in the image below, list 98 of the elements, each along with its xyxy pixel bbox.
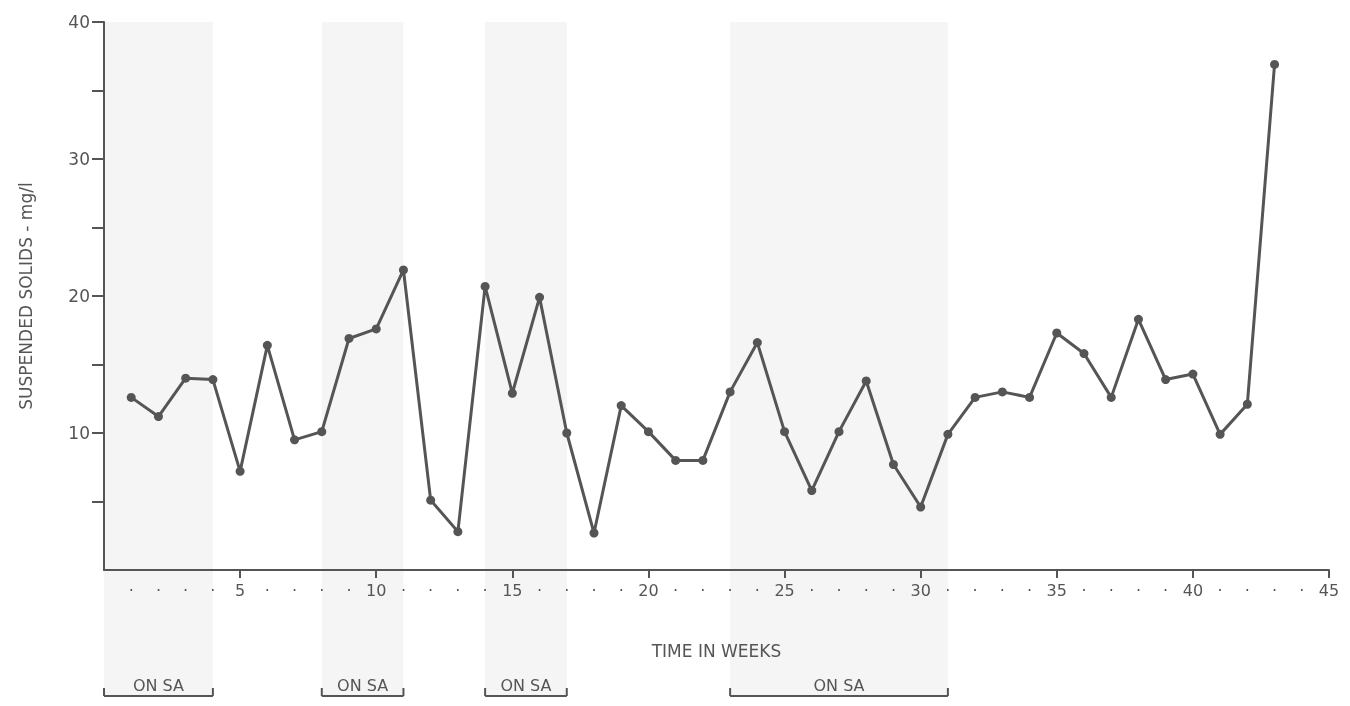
point (943, 429, 953, 439)
point (535, 292, 545, 302)
y-tick-label: 40 (68, 12, 90, 32)
point (426, 495, 436, 505)
point (1242, 399, 1252, 409)
x-tick-label: · (863, 580, 869, 600)
band-label: ON SA (337, 675, 389, 695)
x-tick-label: 15 (502, 580, 523, 600)
x-tick-label: · (1027, 580, 1033, 600)
point (643, 427, 653, 437)
x-tick-label: 5 (235, 580, 246, 600)
point (453, 527, 463, 537)
x-tick-label: 40 (1182, 580, 1204, 600)
x-tick-label: · (809, 580, 815, 600)
x-tick-label: · (400, 580, 406, 600)
point (698, 455, 708, 465)
x-tick-label: · (700, 580, 706, 600)
x-tick-label: · (210, 580, 216, 600)
x-tick-label: · (618, 580, 624, 600)
point (1270, 59, 1280, 69)
x-tick-label: · (1081, 580, 1087, 600)
y-tick-label: 10 (68, 423, 90, 443)
point (1188, 369, 1198, 379)
band-label: ON SA (813, 675, 865, 695)
point (235, 466, 245, 476)
band-label: ON SA (132, 675, 185, 695)
x-tick-label: · (754, 580, 760, 600)
x-tick-label: 35 (1046, 580, 1067, 600)
point (807, 486, 817, 496)
x-tick-label: · (264, 580, 270, 600)
x-tick-label: · (999, 580, 1005, 600)
y-axis-title: SUSPENDED SOLIDS - mg/l (15, 182, 36, 410)
x-tick-label: · (537, 580, 543, 600)
point (916, 502, 926, 512)
point (344, 333, 354, 343)
x-tick-label: 20 (638, 580, 659, 600)
point (181, 373, 191, 383)
x-tick-label: · (945, 580, 951, 600)
x-tick-label: · (292, 580, 298, 600)
x-tick-label: · (128, 580, 134, 600)
point (888, 460, 898, 470)
x-tick-label: · (183, 580, 189, 600)
point (1133, 314, 1143, 324)
point (752, 338, 762, 348)
point (1106, 392, 1116, 402)
x-tick-label: 45 (1318, 580, 1340, 600)
point (290, 435, 300, 445)
x-tick-label: · (727, 580, 733, 600)
band-label: ON SA (500, 675, 552, 695)
point (1025, 392, 1035, 402)
point (317, 427, 327, 437)
point (262, 340, 272, 350)
x-axis-title: TIME IN WEEKS (650, 640, 782, 661)
point (1161, 375, 1171, 385)
x-tick-label: · (1163, 580, 1169, 600)
x-tick-label: 30 (910, 580, 931, 600)
point (725, 387, 735, 397)
x-tick-label: · (1244, 580, 1250, 600)
point (153, 412, 163, 422)
x-tick-label: · (155, 580, 161, 600)
x-tick-label: · (972, 580, 978, 600)
point (861, 376, 871, 386)
x-tick-label: · (890, 580, 896, 600)
point (970, 392, 980, 402)
point (997, 387, 1007, 397)
point (834, 427, 844, 437)
point (589, 528, 599, 538)
x-tick-label: · (1299, 580, 1305, 600)
x-tick-label: 25 (774, 580, 795, 600)
point (208, 375, 218, 385)
x-tick-label: · (1272, 580, 1278, 600)
x-tick-label: · (346, 580, 352, 600)
x-tick-label: · (673, 580, 679, 600)
x-tick-label: · (319, 580, 325, 600)
x-tick-label: · (564, 580, 570, 600)
point (616, 401, 626, 411)
x-tick-label: · (428, 580, 434, 600)
point (562, 428, 572, 438)
point (507, 388, 517, 398)
point (126, 392, 136, 402)
point (480, 281, 490, 291)
point (780, 427, 790, 437)
x-tick-label: · (591, 580, 597, 600)
x-tick-label: · (1217, 580, 1223, 600)
y-tick-label: 20 (68, 286, 90, 306)
point (371, 324, 381, 334)
x-tick-label: 10 (366, 580, 387, 600)
point (1215, 429, 1225, 439)
point (671, 455, 681, 465)
x-tick-label: · (836, 580, 842, 600)
x-tick-label: · (482, 580, 488, 600)
x-tick-label: · (1108, 580, 1114, 600)
point (1052, 328, 1062, 338)
point (398, 265, 408, 275)
y-tick-label: 30 (68, 149, 90, 169)
point (1079, 349, 1089, 359)
x-tick-label: · (1135, 580, 1141, 600)
x-tick-label: · (455, 580, 461, 600)
